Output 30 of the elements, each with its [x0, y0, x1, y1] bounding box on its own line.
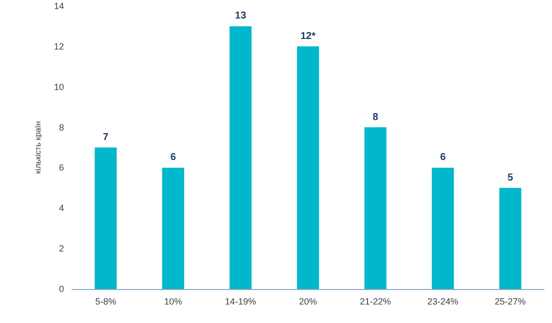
- data-label: 6: [440, 152, 446, 164]
- data-label: 5: [508, 172, 514, 184]
- y-tick-label: 8: [58, 122, 64, 132]
- y-tick-label: 2: [58, 244, 64, 254]
- data-label: 8: [372, 112, 379, 123]
- bar: [364, 127, 386, 289]
- data-label: 13: [235, 10, 247, 22]
- bar: [297, 46, 319, 289]
- x-tick-label: 20%: [298, 296, 318, 306]
- x-tick-label: 21-22%: [360, 296, 391, 306]
- y-tick-label: 12: [54, 41, 64, 52]
- bar: [94, 148, 117, 289]
- x-tick-label: 14-19%: [225, 296, 256, 306]
- y-tick-label: 0: [58, 284, 64, 294]
- y-tick-label: 6: [58, 162, 64, 173]
- x-tick-label: 5-8%: [95, 296, 116, 306]
- y-axis-title: кількість країн: [34, 121, 42, 174]
- x-tick-label: 10%: [164, 296, 182, 306]
- data-label: 6: [170, 152, 176, 164]
- bar: [499, 188, 522, 289]
- data-label: 12*: [300, 30, 316, 42]
- y-tick-label: 4: [58, 203, 64, 214]
- data-label: 7: [102, 132, 109, 143]
- bar: [162, 168, 184, 289]
- bar: [230, 26, 252, 289]
- x-tick-label: 25-27%: [494, 296, 526, 306]
- y-tick-label: 14: [54, 1, 64, 11]
- x-tick-label: 23-24%: [427, 296, 458, 306]
- y-tick-label: 10: [54, 82, 64, 92]
- bar: [432, 168, 454, 289]
